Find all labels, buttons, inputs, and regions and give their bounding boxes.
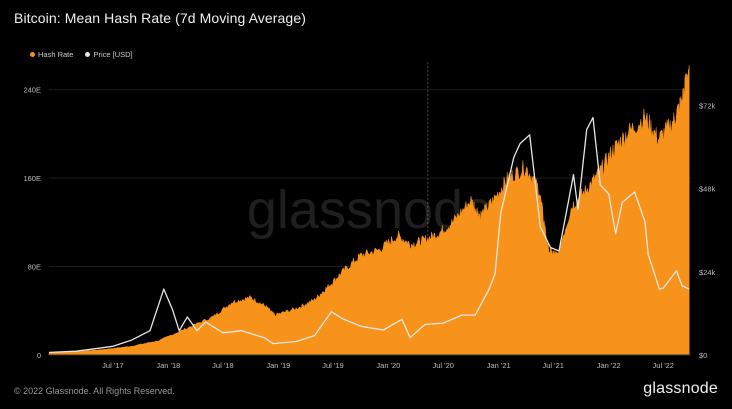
x-tick-label-4: Jul '19 bbox=[322, 361, 343, 370]
brand-logo: glassnode bbox=[643, 380, 718, 397]
legend-item-price[interactable]: Price [USD] bbox=[85, 50, 133, 59]
x-tick-label-6: Jul '20 bbox=[433, 361, 454, 370]
x-tick-label-9: Jan '22 bbox=[597, 361, 621, 370]
x-tick-label-7: Jan '21 bbox=[487, 361, 511, 370]
x-tick-label-0: Jul '17 bbox=[102, 361, 123, 370]
x-tick-label-3: Jan '19 bbox=[266, 361, 290, 370]
y-left-tick-label-1: 80E bbox=[28, 263, 41, 272]
y-right-tick-label-2: $48k bbox=[699, 185, 716, 194]
legend-item-hash-rate[interactable]: Hash Rate bbox=[30, 50, 73, 59]
price-line bbox=[48, 116, 690, 354]
x-tick-label-2: Jul '18 bbox=[212, 361, 233, 370]
legend-label-hash-rate: Hash Rate bbox=[38, 50, 74, 59]
y-right-tick-label-1: $24k bbox=[699, 268, 716, 277]
chart-legend: Hash Rate Price [USD] bbox=[30, 50, 133, 59]
x-tick-label-8: Jul '21 bbox=[543, 361, 564, 370]
legend-label-price: Price [USD] bbox=[93, 50, 133, 59]
x-tick-label-10: Jul '22 bbox=[653, 361, 674, 370]
x-tick-label-1: Jan '18 bbox=[156, 361, 180, 370]
y-right-tick-label-3: $72k bbox=[699, 101, 716, 110]
y-left-tick-label-2: 160E bbox=[23, 174, 41, 183]
y-left-tick-label-3: 240E bbox=[23, 86, 41, 95]
legend-dot-price bbox=[85, 52, 91, 57]
chart-title: Bitcoin: Mean Hash Rate (7d Moving Avera… bbox=[14, 10, 306, 26]
hash-rate-area bbox=[48, 65, 690, 356]
y-right-tick-label-0: $0 bbox=[699, 351, 707, 360]
legend-dot-hash-rate bbox=[30, 52, 35, 57]
copyright-text: © 2022 Glassnode. All Rights Reserved. bbox=[14, 386, 175, 396]
y-left-tick-label-0: 0 bbox=[37, 351, 41, 360]
x-tick-label-5: Jan '20 bbox=[376, 361, 400, 370]
